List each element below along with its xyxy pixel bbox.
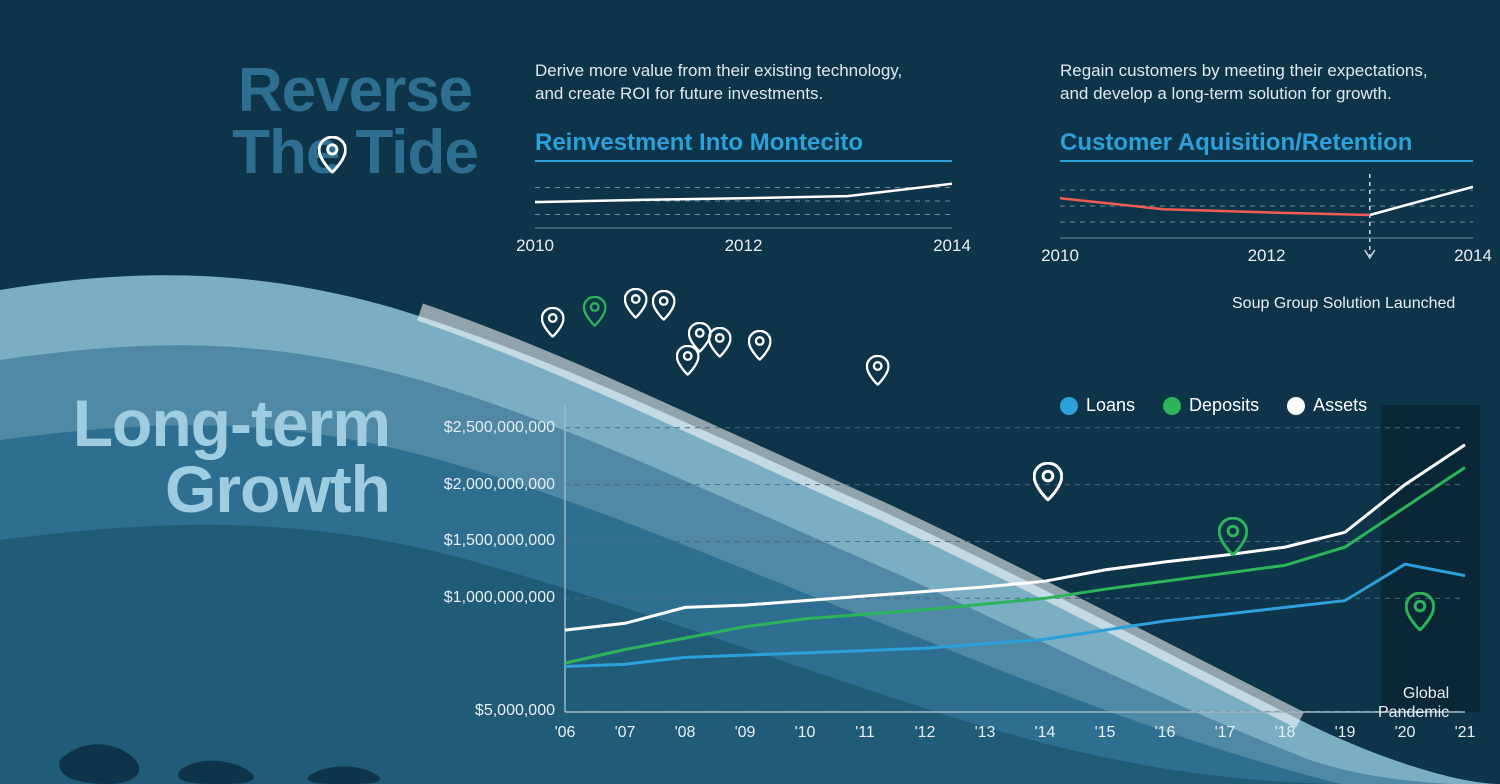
- main-xtick: '19: [1325, 724, 1365, 742]
- main-xtick: '11: [845, 724, 885, 742]
- main-xtick: '14: [1025, 724, 1065, 742]
- mini2-xtick: 2010: [1030, 246, 1090, 266]
- mini2-title: Customer Aquisition/Retention: [1060, 129, 1473, 162]
- main-xtick: '06: [545, 724, 585, 742]
- main-xtick: '20: [1385, 724, 1425, 742]
- mini2-xtick: 2012: [1237, 246, 1297, 266]
- main-xtick: '09: [725, 724, 765, 742]
- main-xtick: '07: [605, 724, 645, 742]
- map-pin-icon: [708, 327, 731, 362]
- title-reverse-line1: ReverseThe Tide: [232, 56, 478, 187]
- map-pin-icon: [676, 345, 699, 380]
- mini1-xtick: 2014: [922, 236, 982, 256]
- mini1-xtick: 2010: [505, 236, 565, 256]
- map-pin-icon: [748, 330, 771, 365]
- mini2-xtick: 2014: [1443, 246, 1500, 266]
- map-pin-icon: [652, 290, 675, 325]
- main-ytick: $5,000,000: [420, 702, 555, 720]
- mini1-xtick: 2012: [714, 236, 774, 256]
- mini1-title: Reinvestment Into Montecito: [535, 129, 952, 162]
- main-xtick: '08: [665, 724, 705, 742]
- main-ytick: $2,500,000,000: [420, 419, 555, 437]
- main-xtick: '13: [965, 724, 1005, 742]
- main-xtick: '17: [1205, 724, 1245, 742]
- title-long-term-growth: Long-term Growth: [20, 390, 390, 522]
- annotation-soup-group: Soup Group Solution Launched: [1232, 295, 1455, 313]
- desc-customer: Regain customers by meeting their expect…: [1060, 60, 1460, 106]
- map-pin-icon: [1218, 517, 1248, 562]
- main-chart: [420, 400, 1480, 755]
- pandemic-label: GlobalPandemic: [1378, 684, 1449, 722]
- map-pin-icon: [624, 288, 647, 323]
- title-reverse-tide: ReverseThe Tide: [210, 60, 500, 184]
- map-pin-icon: [1033, 462, 1063, 507]
- map-pin-icon: [1405, 592, 1435, 637]
- map-pin-icon: [866, 355, 889, 390]
- main-ytick: $1,500,000,000: [420, 532, 555, 550]
- main-ytick: $1,000,000,000: [420, 589, 555, 607]
- main-xtick: '12: [905, 724, 945, 742]
- main-ytick: $2,000,000,000: [420, 476, 555, 494]
- main-xtick: '21: [1445, 724, 1485, 742]
- main-xtick: '16: [1145, 724, 1185, 742]
- desc-reinvestment: Derive more value from their existing te…: [535, 60, 935, 106]
- map-pin-icon: [583, 296, 606, 331]
- map-pin-icon: [318, 136, 347, 179]
- main-xtick: '15: [1085, 724, 1125, 742]
- main-xtick: '10: [785, 724, 825, 742]
- map-pin-icon: [541, 307, 564, 342]
- main-xtick: '18: [1265, 724, 1305, 742]
